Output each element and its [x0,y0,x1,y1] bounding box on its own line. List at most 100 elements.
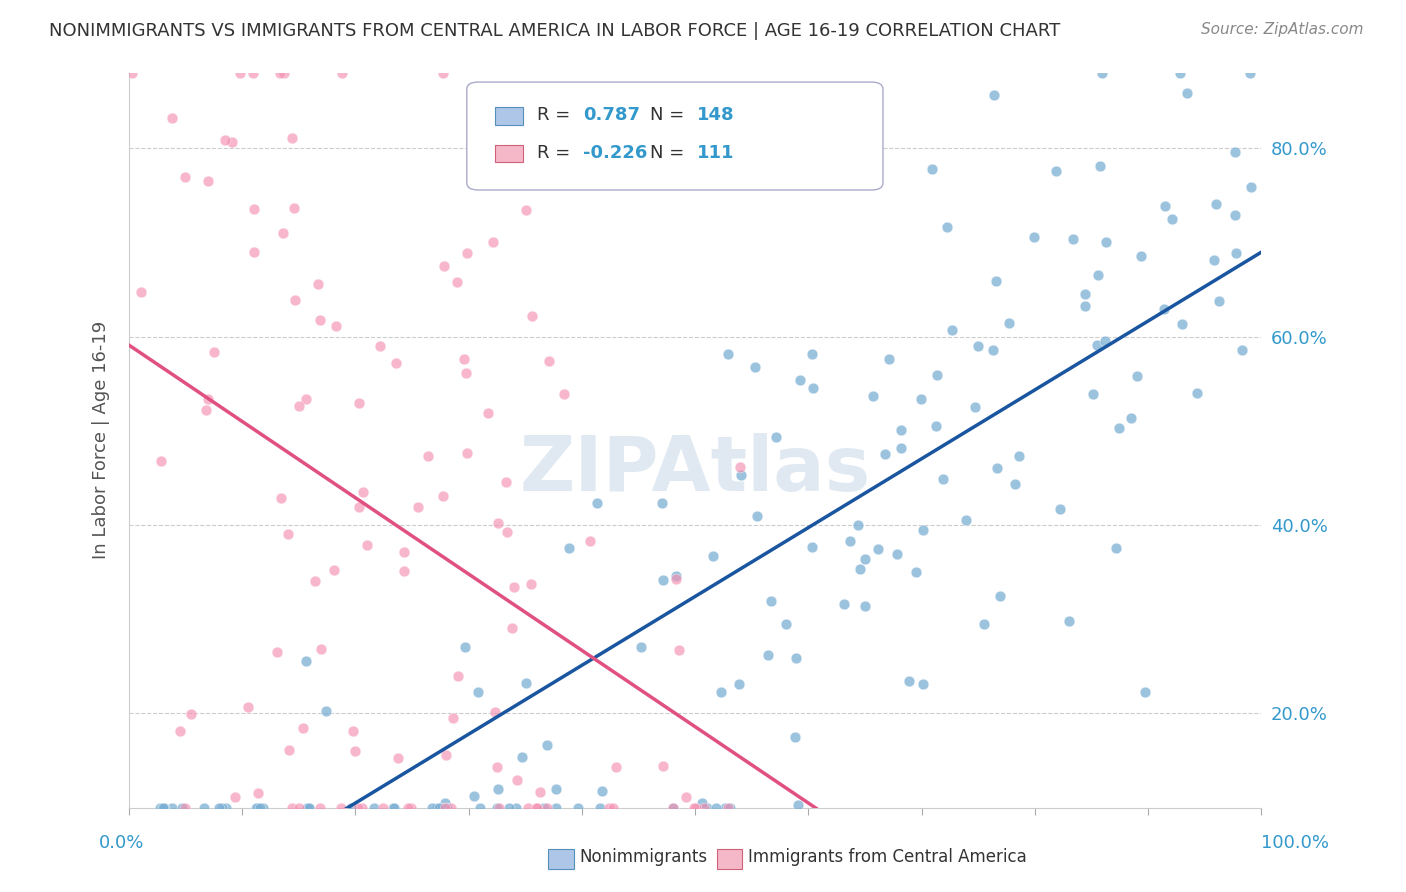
Point [675,789,697,804]
Point [352,800,374,814]
Point [197,392,219,406]
Point [986,460,1008,475]
Point [287,400,309,414]
Point [665,572,688,586]
Point [273,66,295,80]
Point [477,406,499,420]
Point [912,676,935,690]
Point [846,517,869,532]
Text: Source: ZipAtlas.com: Source: ZipAtlas.com [1201,22,1364,37]
Point [153,800,176,814]
Point [589,800,612,814]
Point [195,402,218,417]
Point [347,500,370,515]
Point [153,800,176,814]
Point [152,800,174,814]
Point [1204,252,1226,267]
Point [270,491,292,506]
Point [839,533,862,548]
Point [486,781,509,796]
Point [505,800,527,814]
Point [1175,86,1198,100]
Point [801,540,824,554]
Point [905,565,928,579]
Point [1090,159,1112,173]
Point [283,201,305,215]
Point [440,800,463,814]
Point [295,800,318,814]
Point [284,293,307,307]
Point [727,677,749,691]
Point [921,161,943,176]
Point [485,760,508,774]
Point [1125,369,1147,384]
Point [544,782,567,797]
Point [340,800,363,814]
Point [775,617,797,632]
Point [242,66,264,80]
Point [387,751,409,765]
Point [787,797,810,812]
Point [202,344,225,359]
Point [651,496,673,510]
Point [652,759,675,773]
Point [247,785,270,799]
Point [1045,164,1067,178]
Point [898,674,921,689]
Point [553,387,575,401]
Point [382,800,405,814]
Point [307,277,329,291]
Point [496,524,519,539]
Point [1171,317,1194,331]
Point [221,135,243,149]
Point [586,496,609,510]
Point [1154,199,1177,213]
Point [373,800,395,814]
Point [862,389,884,403]
Point [520,576,543,591]
Point [765,429,787,443]
Point [246,800,269,814]
Point [1095,235,1118,250]
Point [281,800,304,814]
Point [430,800,453,814]
Point [665,568,688,582]
Point [197,174,219,188]
Point [506,772,529,787]
Point [456,246,478,260]
Point [481,235,503,249]
Point [356,538,378,552]
Text: Immigrants from Central America: Immigrants from Central America [748,848,1026,866]
Point [717,346,740,360]
Point [363,800,385,814]
Point [849,562,872,576]
Text: 111: 111 [697,144,735,161]
Point [605,760,627,774]
Point [295,654,318,668]
Point [759,594,782,608]
Point [208,800,231,814]
Point [536,800,558,814]
Point [1225,246,1247,260]
Point [160,800,183,814]
Point [434,797,457,811]
Point [591,784,613,798]
Point [855,599,877,613]
Point [1081,387,1104,401]
Point [1208,293,1230,308]
Point [910,392,932,407]
Point [967,339,990,353]
Point [382,800,405,814]
Point [441,711,464,725]
Point [853,551,876,566]
Point [668,642,690,657]
Point [352,484,374,499]
Y-axis label: In Labor Force | Age 16-19: In Labor Force | Age 16-19 [93,321,110,559]
Point [912,523,935,537]
Point [432,66,454,80]
Point [546,800,568,814]
Point [1230,343,1253,357]
Point [294,392,316,406]
Point [243,244,266,259]
Point [983,88,1005,103]
